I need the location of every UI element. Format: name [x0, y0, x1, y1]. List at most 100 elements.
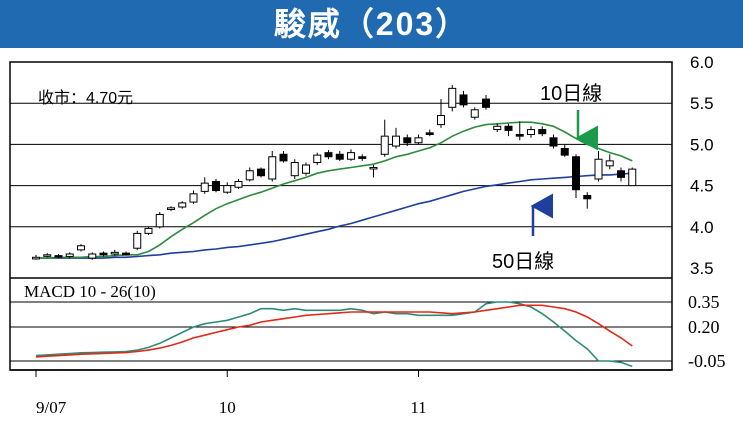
candle-body: [560, 148, 569, 156]
candle: [324, 150, 333, 160]
candle-body: [313, 154, 322, 164]
price-tick-label: 5.5: [690, 94, 714, 113]
title-bar: 駿威（203）: [0, 0, 743, 48]
candle: [470, 107, 479, 120]
candle-body: [335, 153, 344, 160]
candle: [515, 121, 524, 141]
candle-body: [43, 254, 52, 257]
ma10-label: 10日線: [540, 82, 602, 105]
candle-body: [155, 213, 164, 228]
candle: [257, 167, 265, 178]
candle: [65, 252, 74, 259]
candle-body: [403, 137, 412, 144]
price-tick-label: 6.0: [690, 53, 714, 72]
candle-body: [425, 132, 434, 136]
candle-body: [212, 180, 220, 192]
candle-body: [257, 168, 265, 177]
candle: [32, 254, 40, 260]
candle: [223, 182, 232, 194]
candle: [133, 230, 142, 250]
candle: [617, 167, 625, 182]
candle: [403, 134, 412, 147]
candle: [369, 165, 378, 178]
price-tick-label: 5.0: [690, 135, 714, 154]
candle-body: [77, 245, 85, 251]
candle-body: [54, 255, 63, 258]
candle: [144, 226, 153, 236]
candle: [122, 251, 130, 256]
candle: [54, 253, 63, 259]
candle-body: [437, 115, 445, 126]
candle-body: [538, 129, 547, 135]
candle: [88, 252, 97, 260]
candle-body: [88, 253, 97, 259]
candle: [493, 123, 502, 133]
candle: [549, 134, 558, 149]
candle-body: [167, 207, 175, 210]
candle-body: [515, 134, 524, 137]
candle-body: [459, 94, 468, 106]
candle: [110, 249, 119, 256]
candle: [268, 150, 277, 182]
x-tick-label: 10: [219, 398, 236, 417]
candle: [628, 167, 637, 187]
candle-body: [245, 170, 254, 181]
candle: [572, 154, 580, 198]
macd-tick-label: 0.35: [688, 292, 720, 312]
candle-body: [324, 152, 333, 158]
candlesticks: [32, 85, 637, 260]
candle-body: [572, 156, 580, 191]
macd-tick-label: -0.05: [688, 351, 726, 371]
candle-body: [302, 164, 310, 174]
candle-body: [268, 156, 277, 180]
axis-ticks: [35, 370, 419, 377]
candle: [538, 126, 547, 137]
ma50-line: [36, 172, 633, 259]
signal-series: [35, 304, 633, 358]
candle: [189, 190, 198, 204]
candle-body: [482, 98, 490, 108]
candle-body: [279, 153, 288, 162]
candle: [245, 167, 254, 182]
candle: [302, 162, 310, 176]
candle-body: [583, 194, 592, 200]
candle: [313, 152, 322, 165]
candle-body: [617, 170, 625, 178]
candle: [279, 150, 288, 163]
candle-body: [290, 162, 299, 177]
candle: [380, 119, 389, 157]
chart-title: 駿威（203）: [273, 6, 470, 42]
candle-body: [380, 135, 389, 155]
candle: [425, 129, 434, 137]
candle: [290, 159, 299, 180]
macd-panel: [35, 301, 633, 368]
candle: [392, 127, 400, 149]
candle: [437, 99, 445, 128]
candle-body: [392, 135, 400, 147]
candle-body: [99, 252, 108, 256]
candle-body: [448, 87, 457, 108]
candle-body: [549, 137, 558, 147]
candle: [459, 90, 468, 108]
price-tick-label: 3.5: [690, 259, 714, 278]
candle: [414, 134, 423, 145]
chart-canvas: 6.0 5.5 5.0 4.5 4.0 3.5 0.35 0.20 -0.05 9/07 10 11 收…: [9, 53, 726, 417]
candle-body: [414, 137, 423, 144]
candle-body: [470, 109, 479, 118]
candle: [448, 85, 457, 112]
candle-body: [234, 180, 243, 188]
candle: [504, 123, 513, 137]
candle: [583, 192, 592, 209]
candle: [155, 211, 164, 229]
candle-body: [527, 129, 535, 136]
ma10-series: [36, 121, 633, 259]
ma50-label: 50日線: [492, 250, 554, 273]
candle-body: [65, 253, 74, 257]
candle: [167, 206, 175, 212]
close-price-label: 收市：4.70元: [38, 89, 133, 107]
candle: [178, 201, 187, 209]
candle-body: [223, 185, 232, 193]
outer-frame: [9, 61, 673, 371]
x-tick-label: 9/07: [36, 398, 67, 417]
